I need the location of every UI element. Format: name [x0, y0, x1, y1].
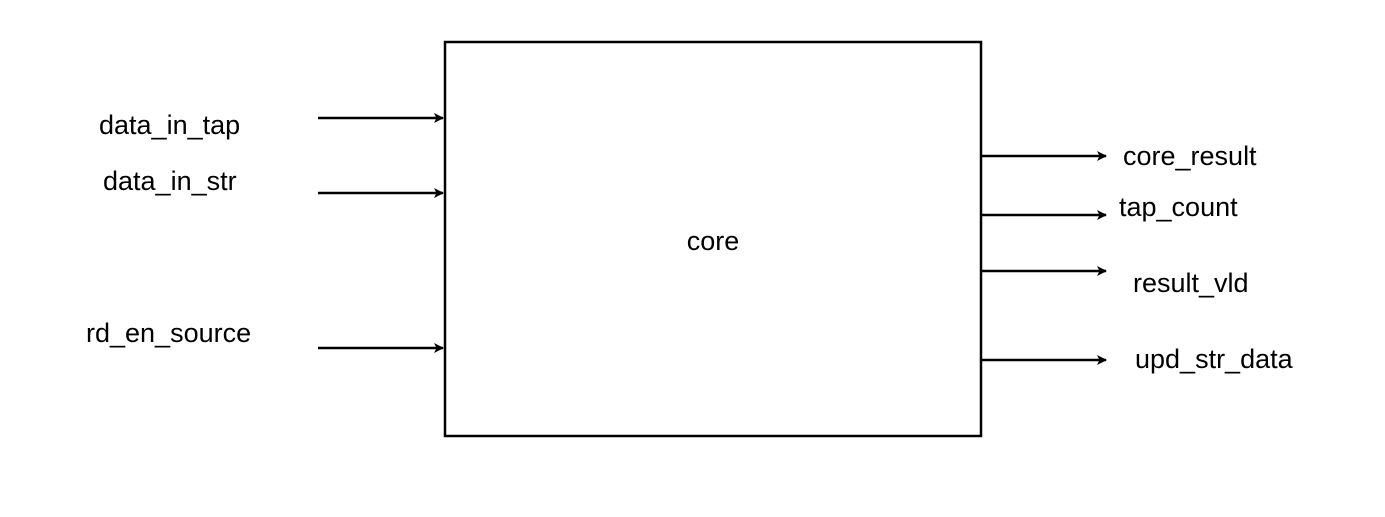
output-upd-str-data: upd_str_data — [981, 344, 1294, 374]
input-label: data_in_str — [103, 166, 237, 196]
core-block — [443, 40, 983, 438]
output-core-result: core_result — [981, 141, 1257, 171]
input-data-in-tap: data_in_tap — [99, 110, 444, 140]
output-result-vld: result_vld — [981, 266, 1249, 298]
input-label: data_in_tap — [99, 110, 240, 140]
input-label: rd_en_source — [86, 318, 251, 348]
output-tap-count: tap_count — [981, 192, 1238, 222]
output-label: tap_count — [1119, 192, 1238, 222]
output-label: result_vld — [1133, 268, 1249, 298]
input-data-in-str: data_in_str — [103, 166, 444, 198]
input-rd-en-source: rd_en_source — [86, 318, 444, 353]
output-label: upd_str_data — [1135, 344, 1294, 374]
output-label: core_result — [1123, 141, 1257, 171]
core-label: core — [687, 226, 740, 256]
